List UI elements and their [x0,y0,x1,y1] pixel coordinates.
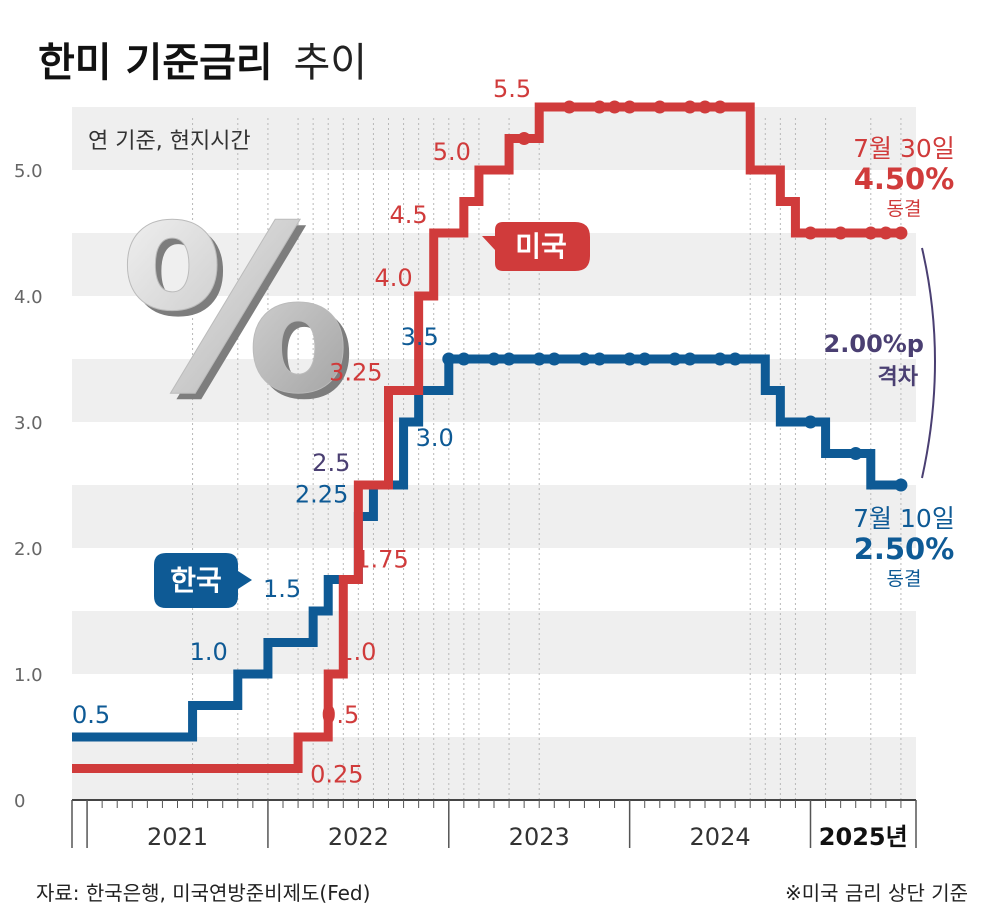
percent-symbol-shadow: % [126,184,356,451]
hold-point-us [834,226,848,240]
us-badge: 미국 [482,222,590,271]
korea-end-date: 7월 10일 [853,504,955,533]
hold-point-korea [894,478,908,492]
x-year-label: 2021 [147,823,208,851]
hold-point-korea [713,352,727,366]
us-badge-label: 미국 [515,230,567,263]
value-label-korea: 1.5 [263,575,301,603]
value-label-us: 5.0 [433,138,471,166]
x-year-label: 2023 [509,823,570,851]
hold-point-us [608,100,622,114]
korea-end-rate: 2.50% [854,532,955,566]
series-layer [72,100,908,773]
x-year-label: 2022 [328,823,389,851]
hold-point-us [593,100,606,114]
y-tick-label: 4.0 [14,287,43,308]
value-label-korea: 1.0 [190,638,228,666]
y-tick-label: 3.0 [14,413,43,434]
value-label-us-2-5: 2.5 [312,449,350,477]
x-year-label: 2024 [690,823,751,851]
y-tick-label: 1.0 [14,665,43,686]
us-end-rate: 4.50% [854,162,955,196]
value-label-us: 3.25 [329,359,382,387]
hold-point-us [653,100,667,114]
hold-point-korea [487,352,501,366]
hold-point-korea [728,352,742,366]
value-label-us: 5.5 [493,75,531,103]
hold-point-korea [623,352,637,366]
hold-point-us [562,100,576,114]
x-axis: 2021 2022 2023 2024 2025년 [71,799,917,851]
gap-caption: 격차 [878,365,919,390]
hold-point-korea [457,352,471,366]
hold-point-us [713,100,727,114]
hold-point-us [683,100,697,114]
korea-end-status: 동결 [887,568,922,590]
hold-point-korea [532,352,546,366]
hold-point-korea [683,352,697,366]
us-end-note: 7월 30일 4.50% 동결 [853,134,955,220]
value-label-us: 4.5 [390,201,428,229]
hold-point-korea [502,352,516,366]
hold-point-korea [577,352,591,366]
value-label-us: 0.25 [310,761,363,789]
series-line-us [72,102,901,773]
hold-point-us [517,132,531,145]
y-tick-label: 0 [14,791,25,812]
value-labels: 0.25 0.5 1.0 1.75 3.25 4.0 4.5 5.0 5.5 0.5 1.0 1.5 2… [72,75,531,789]
hold-point-us [894,226,908,240]
hold-point-korea [638,352,652,366]
hold-point-korea [668,352,682,366]
chart-title: 한미 기준금리 추이 [38,40,367,86]
value-label-korea: 3.0 [416,424,454,452]
unit-note: 연 기준, 현지시간 [88,129,251,154]
hold-point-korea [804,415,817,429]
hold-point-us [879,226,893,240]
value-label-us: 1.0 [338,638,376,666]
value-label-us: 1.75 [355,546,408,574]
background-band [72,107,916,170]
korea-badge-label: 한국 [170,564,222,597]
footnote: ※미국 금리 상단 기준 [785,881,968,905]
hold-point-korea [849,447,863,460]
background-band [72,485,916,548]
title-sub: 추이 [293,40,367,86]
korea-badge: 한국 [154,553,252,608]
percent-symbol: % [120,178,350,445]
hold-point-us [804,226,817,240]
gap-value: 2.00%p [824,330,924,358]
korea-end-note: 7월 10일 2.50% 동결 [853,504,955,590]
us-end-status: 동결 [887,198,922,220]
value-label-us: 4.0 [374,264,412,292]
y-tick-label: 2.0 [14,539,43,560]
title-main: 한미 기준금리 [38,40,273,86]
value-label-korea: 2.25 [295,481,348,509]
hold-point-korea [547,352,561,366]
background-bands [72,107,916,800]
x-year-label: 2025년 [819,823,908,851]
hold-point-us [864,226,878,240]
us-end-date: 7월 30일 [853,134,955,163]
hold-point-us [623,100,637,114]
background-band [72,611,916,674]
source-note: 자료: 한국은행, 미국연방준비제도(Fed) [36,881,370,905]
hold-point-korea [442,352,456,366]
value-label-korea: 0.5 [72,701,110,729]
y-axis: 0 1.0 2.0 3.0 4.0 5.0 [14,161,43,812]
value-label-korea: 3.5 [401,323,439,351]
gap-bracket [921,247,936,479]
hold-point-korea [593,352,606,366]
hold-point-us [698,100,712,114]
value-label-us: 0.5 [321,701,359,729]
y-tick-label: 5.0 [14,161,43,182]
